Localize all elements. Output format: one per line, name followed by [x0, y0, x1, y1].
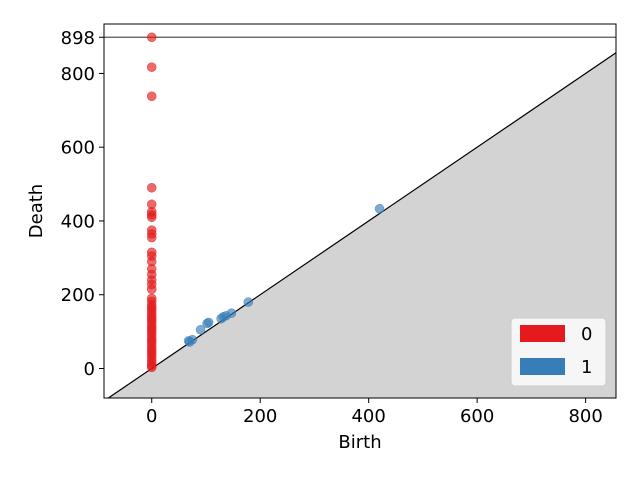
y-axis: 0 200 400 600 800 898: [61, 28, 104, 380]
points-layer: [146, 32, 385, 373]
point-series-1: [202, 318, 212, 329]
point-series-0: [146, 62, 157, 72]
plot-area: [104, 32, 616, 398]
diagonal-shade: [104, 52, 616, 398]
point-series-0: [146, 182, 157, 193]
point-series-0: [146, 284, 157, 294]
x-tick-label: 800: [568, 406, 602, 427]
y-tick-label: 898: [61, 28, 95, 49]
point-series-1: [183, 336, 194, 346]
y-tick-label: 800: [61, 64, 95, 85]
point-series-0: [146, 362, 157, 373]
x-tick-label: 600: [460, 406, 494, 427]
y-tick-label: 200: [61, 285, 95, 306]
x-tick-label: 0: [146, 406, 157, 427]
legend-swatch-0: [520, 325, 565, 342]
point-series-0: [146, 212, 157, 223]
legend-label-1: 1: [581, 357, 592, 378]
y-tick-label: 400: [61, 211, 95, 232]
x-tick-label: 400: [351, 406, 385, 427]
legend-label-0: 0: [581, 324, 592, 345]
point-series-0: [146, 91, 157, 102]
plot-frame: [103, 23, 617, 399]
point-series-1: [374, 203, 385, 214]
point-series-1: [243, 297, 254, 307]
legend: 0 1: [510, 317, 607, 387]
x-tick-label: 200: [243, 406, 277, 427]
y-axis-label: Death: [26, 184, 47, 238]
point-series-0: [146, 232, 157, 243]
y-tick-label: 0: [84, 359, 95, 380]
point-series-0: [146, 32, 157, 43]
x-axis-label: Birth: [338, 432, 381, 453]
y-tick-label: 600: [61, 138, 95, 159]
x-axis: 0 200 400 600 800: [146, 398, 603, 427]
legend-swatch-1: [520, 358, 565, 375]
point-series-1: [216, 313, 226, 324]
point-series-1: [195, 324, 206, 335]
